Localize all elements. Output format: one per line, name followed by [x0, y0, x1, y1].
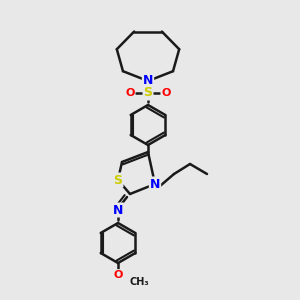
Text: S: S: [113, 173, 122, 187]
Text: O: O: [161, 88, 171, 98]
Text: N: N: [113, 203, 123, 217]
Text: S: S: [143, 86, 152, 100]
Text: O: O: [113, 270, 123, 280]
Text: O: O: [125, 88, 135, 98]
Text: CH₃: CH₃: [130, 277, 150, 287]
Text: N: N: [150, 178, 160, 190]
Text: N: N: [143, 74, 153, 88]
